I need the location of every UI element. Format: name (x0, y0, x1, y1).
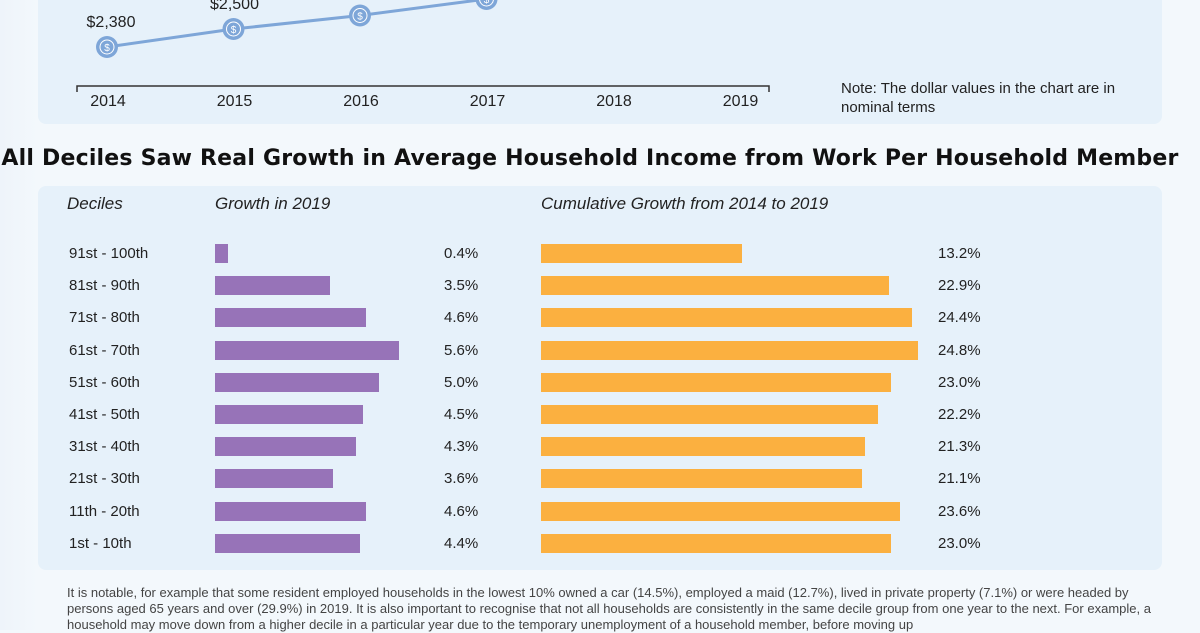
growth-2019-value: 5.6% (444, 341, 479, 359)
cumulative-growth-value: 21.3% (938, 438, 981, 456)
decile-label: 81st - 90th (69, 277, 140, 295)
decile-label: 51st - 60th (69, 373, 140, 391)
cumulative-growth-value: 22.9% (938, 277, 981, 295)
year-tick-label: 2015 (217, 93, 253, 110)
growth-2019-bar (215, 533, 360, 553)
decile-label: 31st - 40th (69, 438, 140, 456)
growth-2019-bar (215, 372, 380, 392)
year-tick-label: 2018 (596, 93, 632, 110)
decile-label: 21st - 30th (69, 470, 140, 488)
year-tick-label: 2014 (90, 93, 126, 110)
decile-label: 71st - 80th (69, 309, 140, 327)
coin-marker-icon: $ (475, 0, 498, 10)
cumulative-growth-value: 23.6% (938, 502, 981, 520)
chart-note: Note: The dollar values in the chart are… (841, 80, 1116, 116)
growth-2019-value: 5.0% (444, 373, 479, 391)
cumulative-growth-bar (541, 244, 742, 263)
growth-2019-value: 4.6% (444, 502, 479, 520)
svg-text:$: $ (231, 25, 237, 36)
line-chart: $ $ $ $ $2,380 $2,500 2014 2015 2016 2017 2018 2019 (76, 0, 770, 110)
cumulative-growth-bar (541, 501, 900, 521)
growth-2019-bar (215, 244, 229, 263)
year-tick-label: 2019 (723, 93, 759, 110)
growth-2019-value: 4.5% (444, 406, 479, 423)
decile-label: 61st - 70th (69, 341, 140, 359)
growth-2019-value: 4.3% (444, 438, 479, 456)
cumulative-growth-header: Cumulative Growth from 2014 to 2019 (541, 194, 829, 213)
cumulative-growth-bar (541, 405, 879, 424)
year-tick-label: 2017 (470, 93, 506, 110)
cumulative-growth-bar (541, 340, 918, 360)
svg-text:$: $ (484, 0, 490, 6)
cumulative-growth-value: 24.8% (938, 341, 981, 359)
decile-label: 91st - 100th (69, 245, 149, 262)
growth-2019-bar (215, 340, 399, 360)
growth-2019-bar (215, 501, 367, 521)
growth-2019-value: 4.4% (444, 534, 479, 552)
point-label: $2,380 (87, 14, 136, 31)
cumulative-growth-bar (541, 533, 891, 553)
background-edge (0, 0, 38, 630)
coin-marker-icon: $ (222, 18, 245, 40)
cumulative-growth-value: 23.0% (938, 534, 981, 552)
deciles-header: Deciles (67, 194, 123, 213)
decile-label: 1st - 10th (69, 534, 132, 552)
income-line (106, 0, 487, 49)
year-tick-label: 2016 (343, 93, 379, 110)
growth-2019-bar (215, 276, 330, 296)
decile-label: 11th - 20th (69, 502, 140, 520)
coin-marker-icon: $ (96, 36, 118, 58)
cumulative-growth-bar (541, 469, 862, 489)
x-axis-line (76, 85, 770, 92)
cumulative-growth-value: 23.0% (938, 373, 981, 391)
growth-2019-bar (215, 405, 363, 424)
cumulative-growth-bar (541, 308, 912, 328)
coin-marker-icon: $ (349, 4, 371, 27)
growth-2019-value: 4.6% (444, 309, 479, 327)
growth-2019-value: 0.4% (444, 245, 479, 262)
cumulative-growth-bar (541, 276, 890, 296)
svg-text:$: $ (104, 43, 110, 54)
cumulative-growth-value: 13.2% (938, 245, 981, 262)
growth-2019-value: 3.5% (444, 277, 479, 295)
cumulative-growth-value: 21.1% (938, 470, 981, 488)
growth-2019-header: Growth in 2019 (215, 194, 331, 213)
growth-2019-bar (215, 308, 367, 328)
point-label: $2,500 (210, 0, 259, 13)
cumulative-growth-bar (541, 437, 865, 457)
growth-2019-value: 3.6% (444, 470, 479, 488)
section-title: All Deciles Saw Real Growth in Average H… (1, 146, 1179, 171)
footnote: It is notable, for example that some res… (67, 585, 1151, 632)
svg-text:$: $ (357, 12, 363, 23)
growth-2019-bar (215, 437, 357, 457)
decile-label: 41st - 50th (69, 406, 140, 423)
line-chart-panel (38, 0, 1162, 124)
cumulative-growth-bar (541, 372, 891, 392)
cumulative-growth-value: 24.4% (938, 309, 981, 327)
cumulative-growth-value: 22.2% (938, 406, 981, 423)
growth-2019-bar (215, 469, 334, 489)
